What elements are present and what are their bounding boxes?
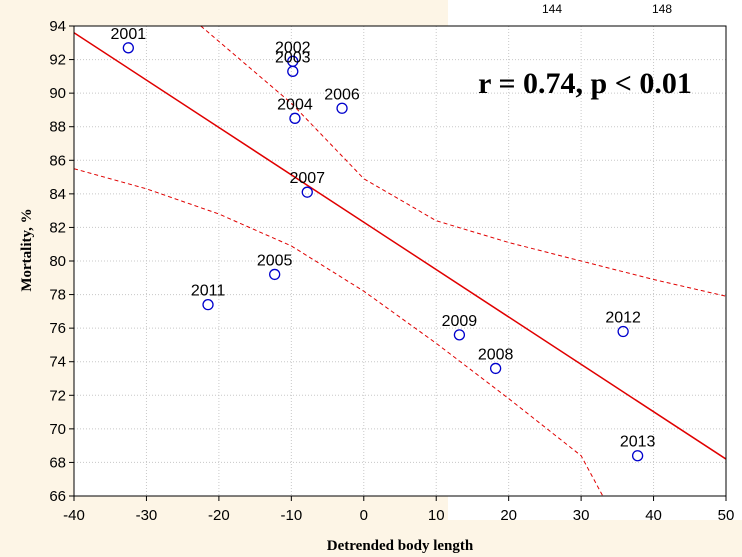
- data-point: [336, 102, 348, 114]
- data-point-label: 2008: [478, 346, 514, 363]
- y-axis-title: Mortality, %: [19, 208, 35, 291]
- data-point-label: 2013: [620, 434, 656, 451]
- x-tick-label: -40: [63, 507, 85, 524]
- x-tick-label: -20: [208, 507, 230, 524]
- y-tick-label: 86: [49, 152, 66, 169]
- data-point-label: 2001: [111, 26, 147, 43]
- x-tick-label: 30: [573, 507, 590, 524]
- y-tick-label: 70: [49, 421, 66, 438]
- data-point-label: 2004: [277, 96, 313, 113]
- data-point: [287, 65, 299, 77]
- data-point-label: 2009: [442, 313, 478, 330]
- grid: [73, 25, 727, 497]
- data-point-label: 2006: [324, 86, 360, 103]
- data-point: [122, 42, 134, 54]
- data-point: [617, 325, 629, 338]
- x-tick-label: -30: [136, 507, 158, 524]
- data-point-label: 2005: [257, 252, 293, 269]
- y-tick-label: 82: [49, 219, 66, 236]
- y-tick-label: 66: [49, 488, 66, 505]
- data-point: [202, 298, 214, 311]
- x-tick-label: 40: [645, 507, 662, 524]
- corner-tick-label: 148: [652, 2, 672, 16]
- correlation-annotation: r = 0.74, p < 0.01: [478, 67, 692, 100]
- y-tick-label: 78: [49, 287, 66, 304]
- y-tick-label: 92: [49, 52, 66, 69]
- y-tick-label: 80: [49, 253, 66, 270]
- regression-line-path: [74, 32, 726, 460]
- x-tick-label: -10: [280, 507, 302, 524]
- confidence-band: [74, 26, 726, 496]
- data-point: [453, 329, 466, 341]
- confidence-band-lower: [74, 168, 604, 496]
- confidence-band-upper: [200, 26, 726, 297]
- x-tick-label: 50: [718, 507, 735, 524]
- y-tick-label: 68: [49, 454, 66, 471]
- data-point-label: 2007: [289, 170, 325, 187]
- y-tick-label: 76: [49, 320, 66, 337]
- data-point-label: 2011: [191, 283, 226, 300]
- data-point: [301, 186, 313, 198]
- data-point-label: 2003: [275, 49, 311, 66]
- figure-background-bottom: [0, 520, 742, 557]
- data-point: [289, 112, 301, 124]
- data-point-label: 2002: [275, 39, 311, 56]
- data-point: [489, 362, 502, 375]
- y-tick-label: 72: [49, 387, 66, 404]
- y-tick-label: 84: [49, 186, 66, 203]
- y-tick-label: 88: [49, 119, 66, 136]
- y-tick-label: 94: [49, 18, 66, 35]
- x-tick-label: 0: [360, 507, 368, 524]
- regression-line: [74, 32, 726, 460]
- axis-ticks: -40 -30 -20 -10 0 10 20 30 40 50 66 68 70 72 74 76 78 80 8…: [49, 18, 734, 524]
- y-tick-label: 90: [49, 85, 66, 102]
- data-point-label: 2012: [605, 310, 641, 327]
- x-tick-label: 20: [500, 507, 517, 524]
- y-tick-label: 74: [49, 354, 66, 371]
- x-tick-label: 10: [428, 507, 445, 524]
- data-point: [631, 450, 644, 462]
- corner-tick-label: 144: [542, 2, 562, 16]
- data-point: [269, 268, 281, 281]
- x-axis-title: Detrended body length: [327, 538, 474, 554]
